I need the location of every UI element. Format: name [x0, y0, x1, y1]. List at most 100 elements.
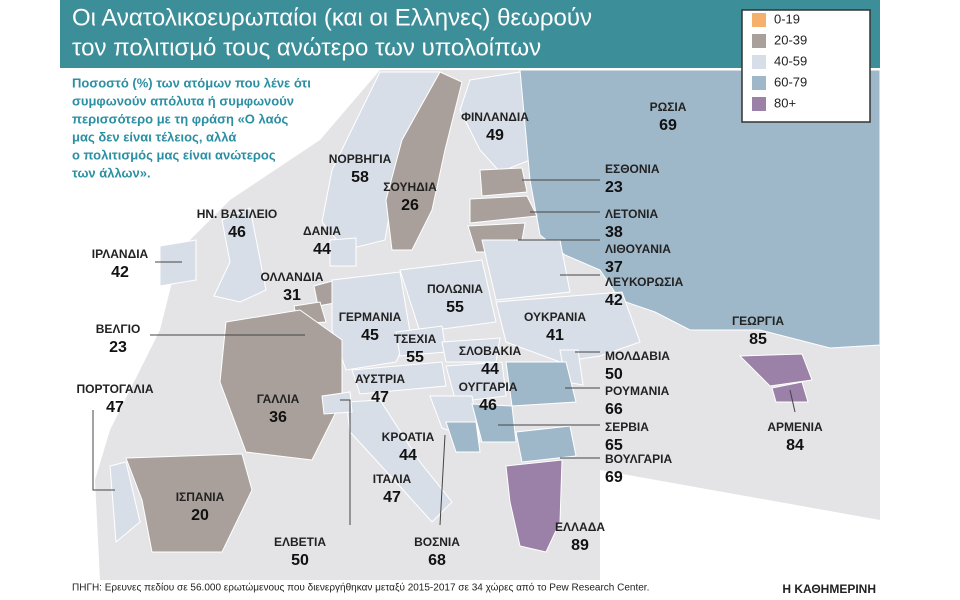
country — [479, 167, 528, 197]
country-name: ΛΕΥΚΟΡΩΣΙΑ — [605, 275, 684, 289]
leader-line — [92, 410, 115, 491]
legend-swatch — [752, 34, 766, 48]
country-value: 31 — [283, 287, 301, 304]
country-name: ΓΕΩΡΓΙΑ — [732, 314, 784, 328]
country-value: 45 — [361, 327, 379, 344]
country-value: 20 — [191, 507, 209, 524]
country-value: 66 — [605, 401, 623, 418]
country-name: ΙΤΑΛΙΑ — [373, 472, 412, 486]
country-value: 47 — [106, 399, 124, 416]
country-value: 26 — [401, 197, 419, 214]
country-name: ΓΑΛΛΙΑ — [257, 392, 300, 406]
country-value: 58 — [351, 169, 369, 186]
country-name: ΟΥΓΓΑΡΙΑ — [459, 380, 518, 394]
country-value: 37 — [605, 259, 623, 276]
country-name: ΣΕΡΒΙΑ — [605, 420, 649, 434]
country-name: ΣΟΥΗΔΙΑ — [383, 180, 437, 194]
country-name: ΔΑΝΙΑ — [303, 224, 341, 238]
country-value: 41 — [546, 327, 564, 344]
country-name: ΚΡΟΑΤΙΑ — [382, 430, 435, 444]
country-value: 55 — [446, 299, 464, 316]
country-value: 23 — [109, 339, 127, 356]
atlantic — [60, 70, 380, 580]
country-name: ΙΡΛΑΝΔΙΑ — [92, 247, 149, 261]
country-value: 42 — [605, 292, 623, 309]
country-value: 50 — [291, 552, 309, 569]
country-name: ΟΛΛΑΝΔΙΑ — [261, 270, 324, 284]
legend-label: 60-79 — [774, 74, 807, 89]
country-value: 49 — [486, 127, 504, 144]
country-name: ΠΟΛΩΝΙΑ — [427, 282, 483, 296]
country-value: 68 — [428, 552, 446, 569]
leader-line — [789, 389, 796, 413]
country-value: 44 — [399, 447, 417, 464]
country — [495, 291, 641, 363]
country — [519, 69, 881, 349]
legend: 0-19 20-39 40-59 60-79 80+ — [752, 11, 807, 111]
country-value: 85 — [749, 331, 767, 348]
country-name: ΙΣΠΑΝΙΑ — [176, 490, 225, 504]
title: Οι Ανατολικοευρωπαίοι (και οι Ελληνες) θ… — [72, 4, 592, 31]
country — [329, 237, 357, 267]
source: ΠΗΓΗ: Ερευνες πεδίου σε 56.000 ερωτώμενο… — [72, 582, 649, 594]
country — [505, 459, 563, 553]
country-name: ΑΥΣΤΡΙΑ — [355, 372, 405, 386]
country-name: ΦΙΝΛΑΝΔΙΑ — [461, 110, 529, 124]
country-value: 44 — [313, 241, 331, 258]
country — [505, 361, 577, 407]
country — [445, 361, 507, 403]
country-value: 69 — [605, 469, 623, 486]
country — [481, 239, 571, 301]
legend-swatch — [752, 76, 766, 90]
country-value: 65 — [605, 437, 623, 454]
country-value: 42 — [111, 264, 129, 281]
country-name: ΕΛΒΕΤΙΑ — [274, 535, 326, 549]
country-name: ΣΛΟΒΑΚΙΑ — [459, 344, 522, 358]
leader-line — [340, 399, 351, 525]
country-value: 55 — [406, 349, 424, 366]
subtitle-line: των άλλων». — [72, 165, 151, 180]
leader-line — [439, 434, 446, 526]
brand: Η ΚΑΘΗΜΕΡΙΝΗ — [782, 582, 876, 596]
country-name: ΓΕΡΜΑΝΙΑ — [339, 310, 402, 324]
country-name: ΒΟΥΛΓΑΡΙΑ — [605, 452, 672, 466]
country — [125, 453, 253, 553]
country — [738, 353, 813, 387]
country-value: 47 — [371, 389, 389, 406]
labels: ΦΙΝΛΑΝΔΙΑ 49 ΡΩΣΙΑ 69 ΝΟΡΒΗΓΙΑ 58 ΣΟΥΗΔΙΑ 26 ΕΣΘ… — [76, 100, 823, 569]
countries — [109, 69, 881, 553]
country-name: ΝΟΡΒΗΓΙΑ — [329, 152, 392, 166]
country-value: 69 — [659, 117, 677, 134]
subtitle: Ποσοστό (%) των ατόμων που λένε ότι συμφω… — [72, 75, 311, 180]
country — [345, 399, 453, 523]
country-name: ΗΝ. ΒΑΣΙΛΕΙΟ — [197, 207, 278, 221]
subtitle-line: συμφωνούν απόλυτα ή συμφωνούν — [72, 93, 294, 108]
country-name: ΒΕΛΓΙΟ — [96, 322, 141, 336]
legend-swatch — [752, 97, 766, 111]
country-value: 46 — [228, 224, 246, 241]
country-value: 47 — [383, 489, 401, 506]
country — [213, 207, 267, 303]
legend-swatch — [752, 55, 766, 69]
country-value: 23 — [605, 179, 623, 196]
country — [109, 461, 141, 544]
country-name: ΜΟΛΔΑΒΙΑ — [605, 349, 670, 363]
country-name: ΒΟΣΝΙΑ — [414, 535, 460, 549]
country — [321, 391, 353, 415]
country-name: ΕΛΛΑΔΑ — [555, 520, 605, 534]
country — [385, 71, 463, 251]
country-value: 84 — [786, 437, 804, 454]
country — [469, 195, 538, 224]
legend-label: 20-39 — [774, 32, 807, 47]
country-name: ΟΥΚΡΑΝΙΑ — [524, 310, 586, 324]
country — [515, 425, 577, 463]
legend-label: 80+ — [774, 95, 796, 110]
country-name: ΑΡΜΕΝΙΑ — [767, 420, 823, 434]
country-name: ΕΣΘΟΝΙΑ — [605, 162, 660, 176]
country-value: 44 — [481, 361, 499, 378]
country-name: ΛΙΘΟΥΑΝΙΑ — [605, 242, 671, 256]
subtitle-line: μας δεν είναι τέλειος, αλλά — [72, 129, 236, 144]
mediterranean — [600, 470, 880, 580]
country — [351, 361, 447, 395]
country-value: 50 — [605, 366, 623, 383]
